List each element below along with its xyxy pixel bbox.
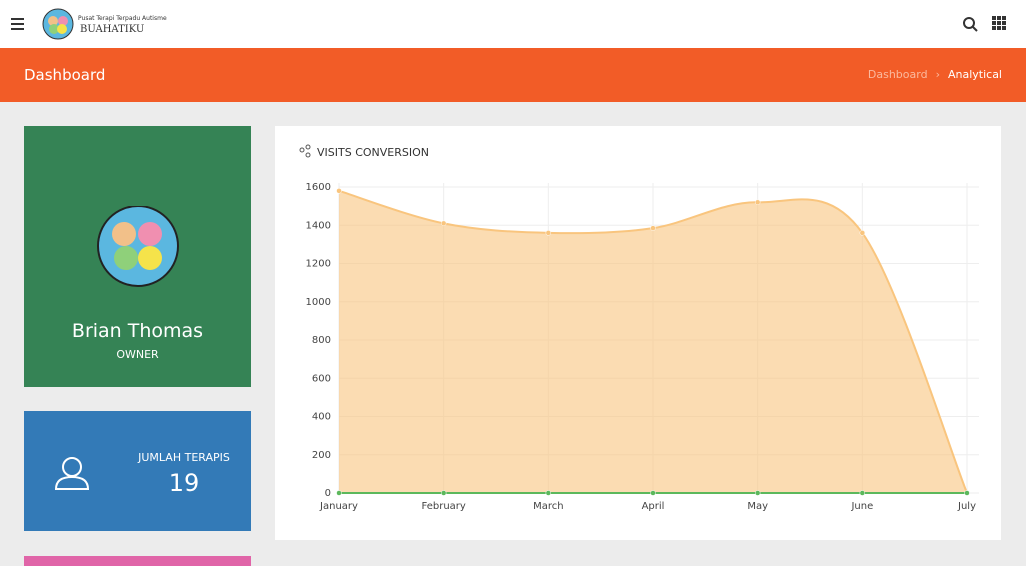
point (545, 490, 552, 496)
breadcrumb-current: Analytical (947, 68, 1002, 81)
x-tick-label: February (422, 501, 466, 512)
chart-card: VISITS CONVERSION 0 200 400 600 800 1000 1200 1… (275, 126, 1001, 540)
logo (42, 8, 74, 40)
point (859, 230, 866, 236)
point (754, 199, 761, 206)
point (964, 490, 970, 496)
top-bar: Pusat Terapi Terpadu Autisme BUAHATIKU (0, 0, 1026, 48)
logo-title: BUAHATIKU (80, 24, 145, 35)
y-tick-label: 1000 (306, 297, 331, 308)
x-tick-label: April (642, 501, 665, 512)
x-tick-label: July (957, 501, 976, 512)
y-tick-label: 600 (312, 373, 331, 384)
point (650, 225, 656, 231)
user-icon (54, 457, 90, 490)
profile-name: Brian Thomas (71, 320, 204, 342)
point (545, 230, 552, 236)
x-tick-label: January (319, 501, 358, 512)
apps-icon[interactable] (992, 16, 1008, 32)
x-tick-label: March (533, 501, 563, 512)
profile-role: OWNER (116, 348, 159, 361)
logo-text: Pusat Terapi Terpadu Autisme (78, 15, 167, 22)
breadcrumb-link[interactable]: Dashboard (867, 68, 928, 81)
point (650, 490, 656, 496)
stat-value: 19 (168, 469, 200, 497)
y-tick-label: 200 (312, 450, 331, 461)
y-tick-label: 1200 (306, 259, 331, 270)
area (339, 190, 967, 493)
y-tick-label: 0 (325, 488, 331, 499)
chart-title: VISITS CONVERSION (317, 146, 429, 159)
x-tick-label: May (747, 501, 768, 512)
point (859, 490, 866, 496)
profile-logo (96, 205, 179, 287)
y-tick-label: 800 (312, 335, 331, 346)
point (440, 220, 447, 227)
point (440, 490, 447, 496)
y-tick-label: 400 (312, 412, 331, 423)
page-header: Dashboard Dashboard › Analytical (0, 48, 1026, 102)
stat-card (24, 556, 251, 566)
search-icon[interactable] (962, 16, 980, 34)
profile-card: Brian Thomas OWNER (24, 126, 251, 387)
stat-card: JUMLAH TERAPIS 19 (24, 411, 251, 531)
point (336, 490, 342, 496)
y-tick-label: 1600 (306, 182, 331, 193)
menu-icon[interactable] (10, 16, 26, 32)
x-tick-label: June (850, 501, 873, 512)
point (754, 490, 761, 496)
chart: VISITS CONVERSION 0 200 400 600 800 1000 1200 1… (299, 144, 979, 512)
point (336, 188, 342, 194)
y-tick-label: 1400 (306, 220, 331, 231)
breadcrumb: Dashboard › Analytical (867, 68, 1002, 81)
share-icon (299, 144, 311, 158)
stat-label: JUMLAH TERAPIS (138, 451, 230, 464)
page-title: Dashboard (24, 66, 106, 84)
